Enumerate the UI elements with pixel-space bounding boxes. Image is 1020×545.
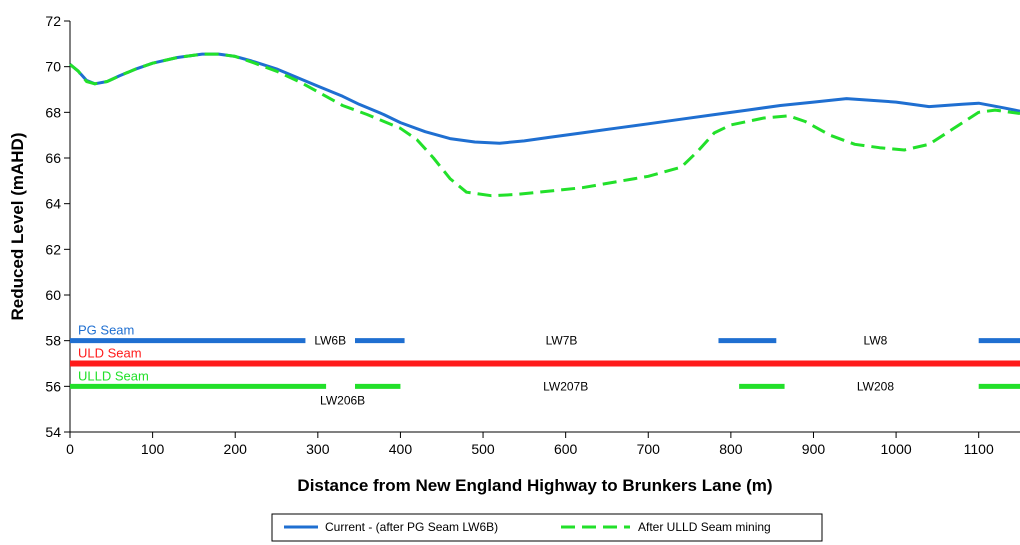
x-tick-label: 900 bbox=[802, 441, 826, 457]
x-tick-label: 500 bbox=[471, 441, 495, 457]
panel-label: LW208 bbox=[857, 379, 894, 393]
y-tick-label: 62 bbox=[45, 241, 61, 257]
panel-label: LW6B bbox=[314, 334, 346, 348]
legend-label-current: Current - (after PG Seam LW6B) bbox=[325, 520, 498, 534]
series-line-after-ulld bbox=[69, 52, 1020, 198]
seam-bars: PG Seam LW6B LW7B LW8 ULD Seam ULLD Seam LW206… bbox=[70, 323, 1020, 407]
x-axis-title: Distance from New England Highway to Bru… bbox=[297, 476, 772, 495]
x-tick-label: 200 bbox=[224, 441, 248, 457]
series-lines bbox=[69, 52, 1020, 198]
x-tick-label: 100 bbox=[141, 441, 165, 457]
seam-label: PG Seam bbox=[78, 323, 134, 338]
panel-label: LW7B bbox=[546, 334, 578, 348]
legend-label-after-ulld: After ULLD Seam mining bbox=[638, 520, 771, 534]
y-tick-label: 56 bbox=[45, 378, 61, 394]
y-tick-label: 66 bbox=[45, 150, 61, 166]
y-tick-label: 68 bbox=[45, 104, 61, 120]
panel-label: LW8 bbox=[864, 334, 888, 348]
legend: Current - (after PG Seam LW6B) After ULL… bbox=[271, 513, 823, 542]
panel-label: LW207B bbox=[543, 379, 588, 393]
x-tick-label: 0 bbox=[66, 441, 74, 457]
x-tick-label: 1100 bbox=[964, 441, 994, 457]
legend-box bbox=[271, 513, 823, 542]
axes: 54 56 58 60 62 64 66 68 70 72 0 100 200 300 400 500 600 7… bbox=[45, 13, 1020, 457]
x-tick-label: 300 bbox=[306, 441, 330, 457]
x-tick-label: 700 bbox=[637, 441, 661, 457]
y-tick-label: 72 bbox=[45, 13, 61, 29]
series-line-current bbox=[69, 52, 1020, 145]
y-tick-label: 54 bbox=[45, 424, 61, 440]
y-tick-label: 60 bbox=[45, 287, 61, 303]
x-tick-label: 800 bbox=[719, 441, 743, 457]
x-tick-label: 600 bbox=[554, 441, 578, 457]
seam-label: ULD Seam bbox=[78, 346, 142, 361]
x-tick-label: 1000 bbox=[881, 441, 912, 457]
y-tick-label: 58 bbox=[45, 333, 61, 349]
seam-label: ULLD Seam bbox=[78, 368, 149, 383]
y-axis-title: Reduced Level (mAHD) bbox=[8, 133, 27, 321]
y-tick-label: 70 bbox=[45, 59, 61, 75]
panel-label: LW206B bbox=[320, 393, 365, 407]
y-tick-label: 64 bbox=[45, 196, 61, 212]
x-tick-label: 400 bbox=[389, 441, 413, 457]
